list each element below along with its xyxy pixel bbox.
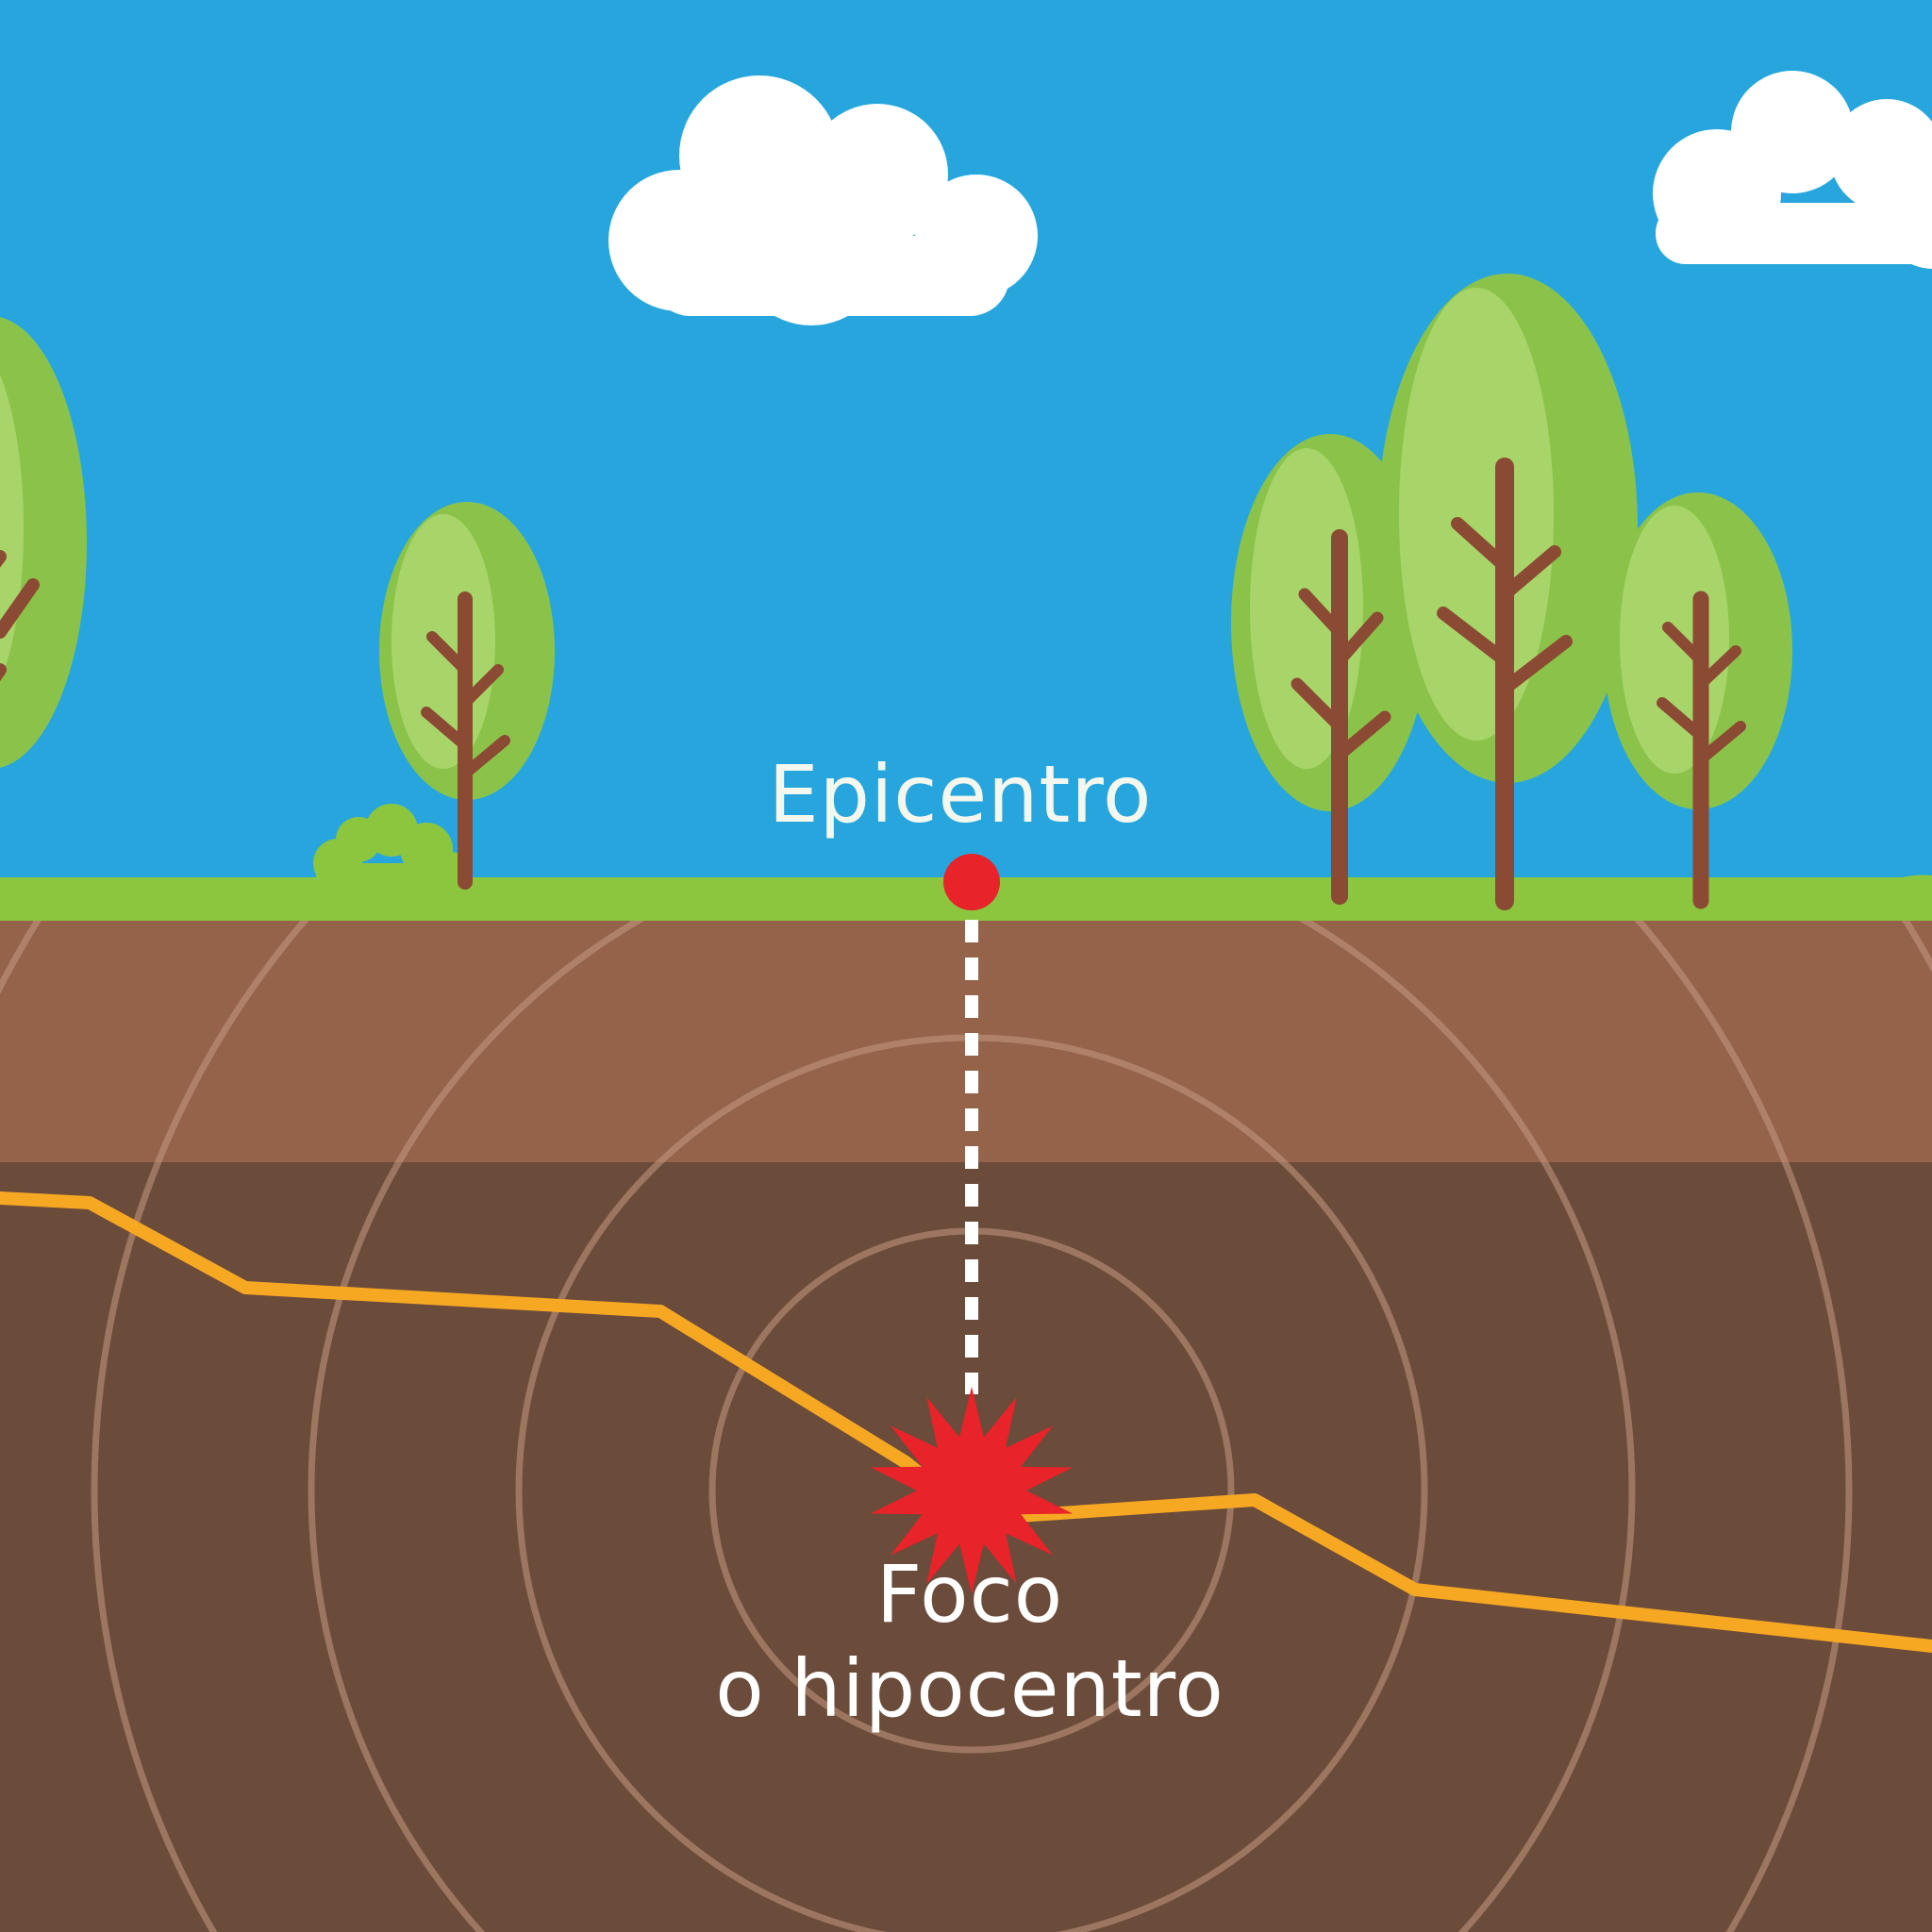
red-dot-icon xyxy=(943,854,1000,910)
focus-label-line2: o hipocentro xyxy=(715,1642,1224,1735)
grass-bump-right xyxy=(1877,874,1932,896)
tree-cluster-tall xyxy=(1377,274,1638,910)
fault-line xyxy=(0,1191,1932,1653)
cloud-right xyxy=(1653,71,1932,269)
tree-cluster-right xyxy=(1604,492,1792,909)
epicenter-label: Epicentro xyxy=(768,748,1153,841)
tree-far-left xyxy=(0,317,87,768)
tree-left xyxy=(379,502,555,890)
focus-label-line1: Foco xyxy=(875,1548,1064,1641)
explosion-burst-icon xyxy=(870,1387,1074,1594)
cloud-left xyxy=(608,75,1038,325)
wave-ring-4 xyxy=(91,915,1853,1932)
wave-ring-3 xyxy=(308,915,1636,1932)
bush xyxy=(313,804,472,893)
focus-label: Foco o hipocentro xyxy=(715,1547,1224,1736)
